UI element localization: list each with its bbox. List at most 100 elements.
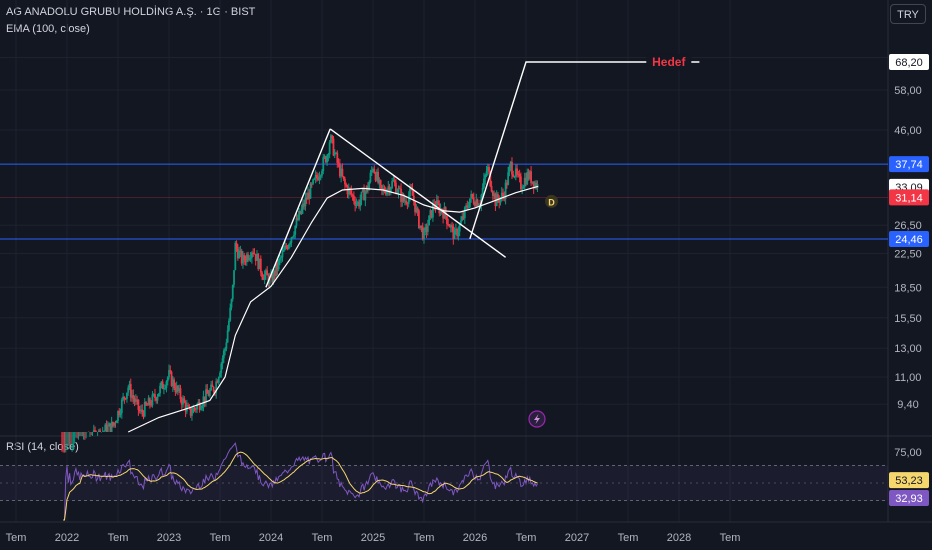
candle-body — [198, 401, 201, 410]
x-tick-label: Tem — [720, 532, 741, 544]
candle-body — [276, 263, 279, 270]
candle-body — [454, 229, 457, 231]
candle-body — [346, 186, 349, 195]
candle-body — [345, 184, 348, 187]
candle-body — [211, 384, 214, 387]
candle-body — [484, 175, 487, 179]
candle-body — [330, 135, 332, 143]
candle-body — [344, 178, 346, 185]
candle-body — [219, 372, 221, 378]
rsi-indicator-label[interactable]: RSI (14, close) — [6, 441, 79, 453]
candle-body — [525, 177, 527, 185]
candle-body — [94, 430, 96, 432]
grid — [0, 0, 932, 523]
price-label: 31,14 — [895, 192, 923, 204]
candle-body — [426, 225, 429, 232]
ema-indicator-label[interactable]: EMA (100, close) — [6, 23, 90, 35]
candle-body — [180, 399, 183, 405]
ema-line-group — [127, 185, 539, 433]
y-tick-label: 11,00 — [895, 372, 922, 384]
candle-body — [248, 258, 251, 260]
x-tick-label: 2028 — [667, 532, 691, 544]
candle-body — [458, 223, 461, 232]
candle-body — [207, 393, 210, 397]
candle-body — [483, 178, 485, 188]
candle-body — [142, 412, 145, 417]
candle-body — [504, 182, 507, 199]
candle-body — [202, 396, 205, 406]
candle-body — [453, 230, 456, 240]
candle-body — [113, 422, 116, 426]
candle-body — [257, 254, 260, 270]
candle-body — [208, 390, 211, 397]
candle-body — [535, 182, 538, 188]
horizontal-levels — [0, 163, 888, 240]
candle-body — [280, 257, 283, 259]
candle-body — [407, 196, 410, 204]
rsi-ma-line — [63, 451, 538, 521]
ema-line — [127, 185, 539, 433]
candle-body — [215, 381, 218, 393]
chart-title: AG ANADOLU GRUBU HOLDİNG A.Ş. · 1G · BIS… — [6, 6, 256, 18]
candle-body — [493, 193, 496, 197]
candle-body — [166, 377, 169, 382]
candle-body — [342, 176, 345, 179]
candle-body — [412, 195, 415, 202]
trendlines[interactable] — [265, 61, 700, 288]
candle-body — [363, 189, 365, 201]
candle-body — [475, 199, 478, 207]
candle-body — [147, 398, 150, 406]
candle-body — [272, 271, 275, 283]
candle-body — [197, 401, 200, 405]
currency-button[interactable]: TRY — [890, 4, 926, 24]
candle-body — [351, 194, 354, 196]
candle-body — [331, 135, 334, 139]
x-tick-label: Tem — [210, 532, 231, 544]
candle-body — [392, 180, 395, 182]
candle-body — [384, 191, 387, 195]
candle-body — [199, 408, 202, 410]
candle-body — [381, 185, 383, 190]
candle-body — [505, 182, 508, 185]
candle-body — [527, 172, 530, 179]
candle-body — [217, 377, 220, 383]
candle-body — [194, 408, 197, 410]
candle-body — [304, 197, 307, 207]
candle-body — [447, 224, 450, 226]
candle-body — [373, 168, 376, 173]
candle-body — [463, 207, 466, 219]
candle-body — [419, 225, 422, 229]
x-tick-label: 2023 — [157, 532, 181, 544]
candle-body — [159, 385, 161, 394]
candle-body — [212, 386, 215, 392]
candle-body — [403, 200, 406, 202]
candle-body — [420, 225, 423, 227]
candle-body — [124, 398, 127, 400]
axes: Tem 2022 Tem 2023 Tem 2024 Tem 2025 Tem 2026 Tem 20… — [6, 53, 929, 544]
candle-body — [296, 218, 299, 220]
candle-body — [175, 385, 178, 393]
y-tick-label: 9,40 — [897, 399, 918, 411]
candle-body — [391, 181, 394, 188]
candle-body — [429, 210, 432, 216]
candle-body — [491, 191, 494, 197]
x-tick-label: 2024 — [259, 532, 283, 544]
candle-body — [156, 396, 159, 401]
candle-body — [184, 402, 187, 412]
candle-body — [291, 236, 294, 238]
candle-body — [318, 176, 321, 180]
candle-body — [522, 186, 525, 189]
candle-body — [434, 205, 437, 209]
candle-body — [312, 179, 314, 184]
candle-body — [358, 202, 360, 207]
candle-body — [324, 156, 327, 163]
candle-body — [109, 423, 112, 432]
candle-body — [169, 370, 172, 372]
candle-body — [168, 370, 170, 378]
candle-body — [301, 203, 304, 209]
candle-body — [486, 166, 489, 172]
candle-body — [259, 258, 262, 273]
candle-body — [490, 186, 493, 192]
candle-body — [414, 201, 416, 213]
